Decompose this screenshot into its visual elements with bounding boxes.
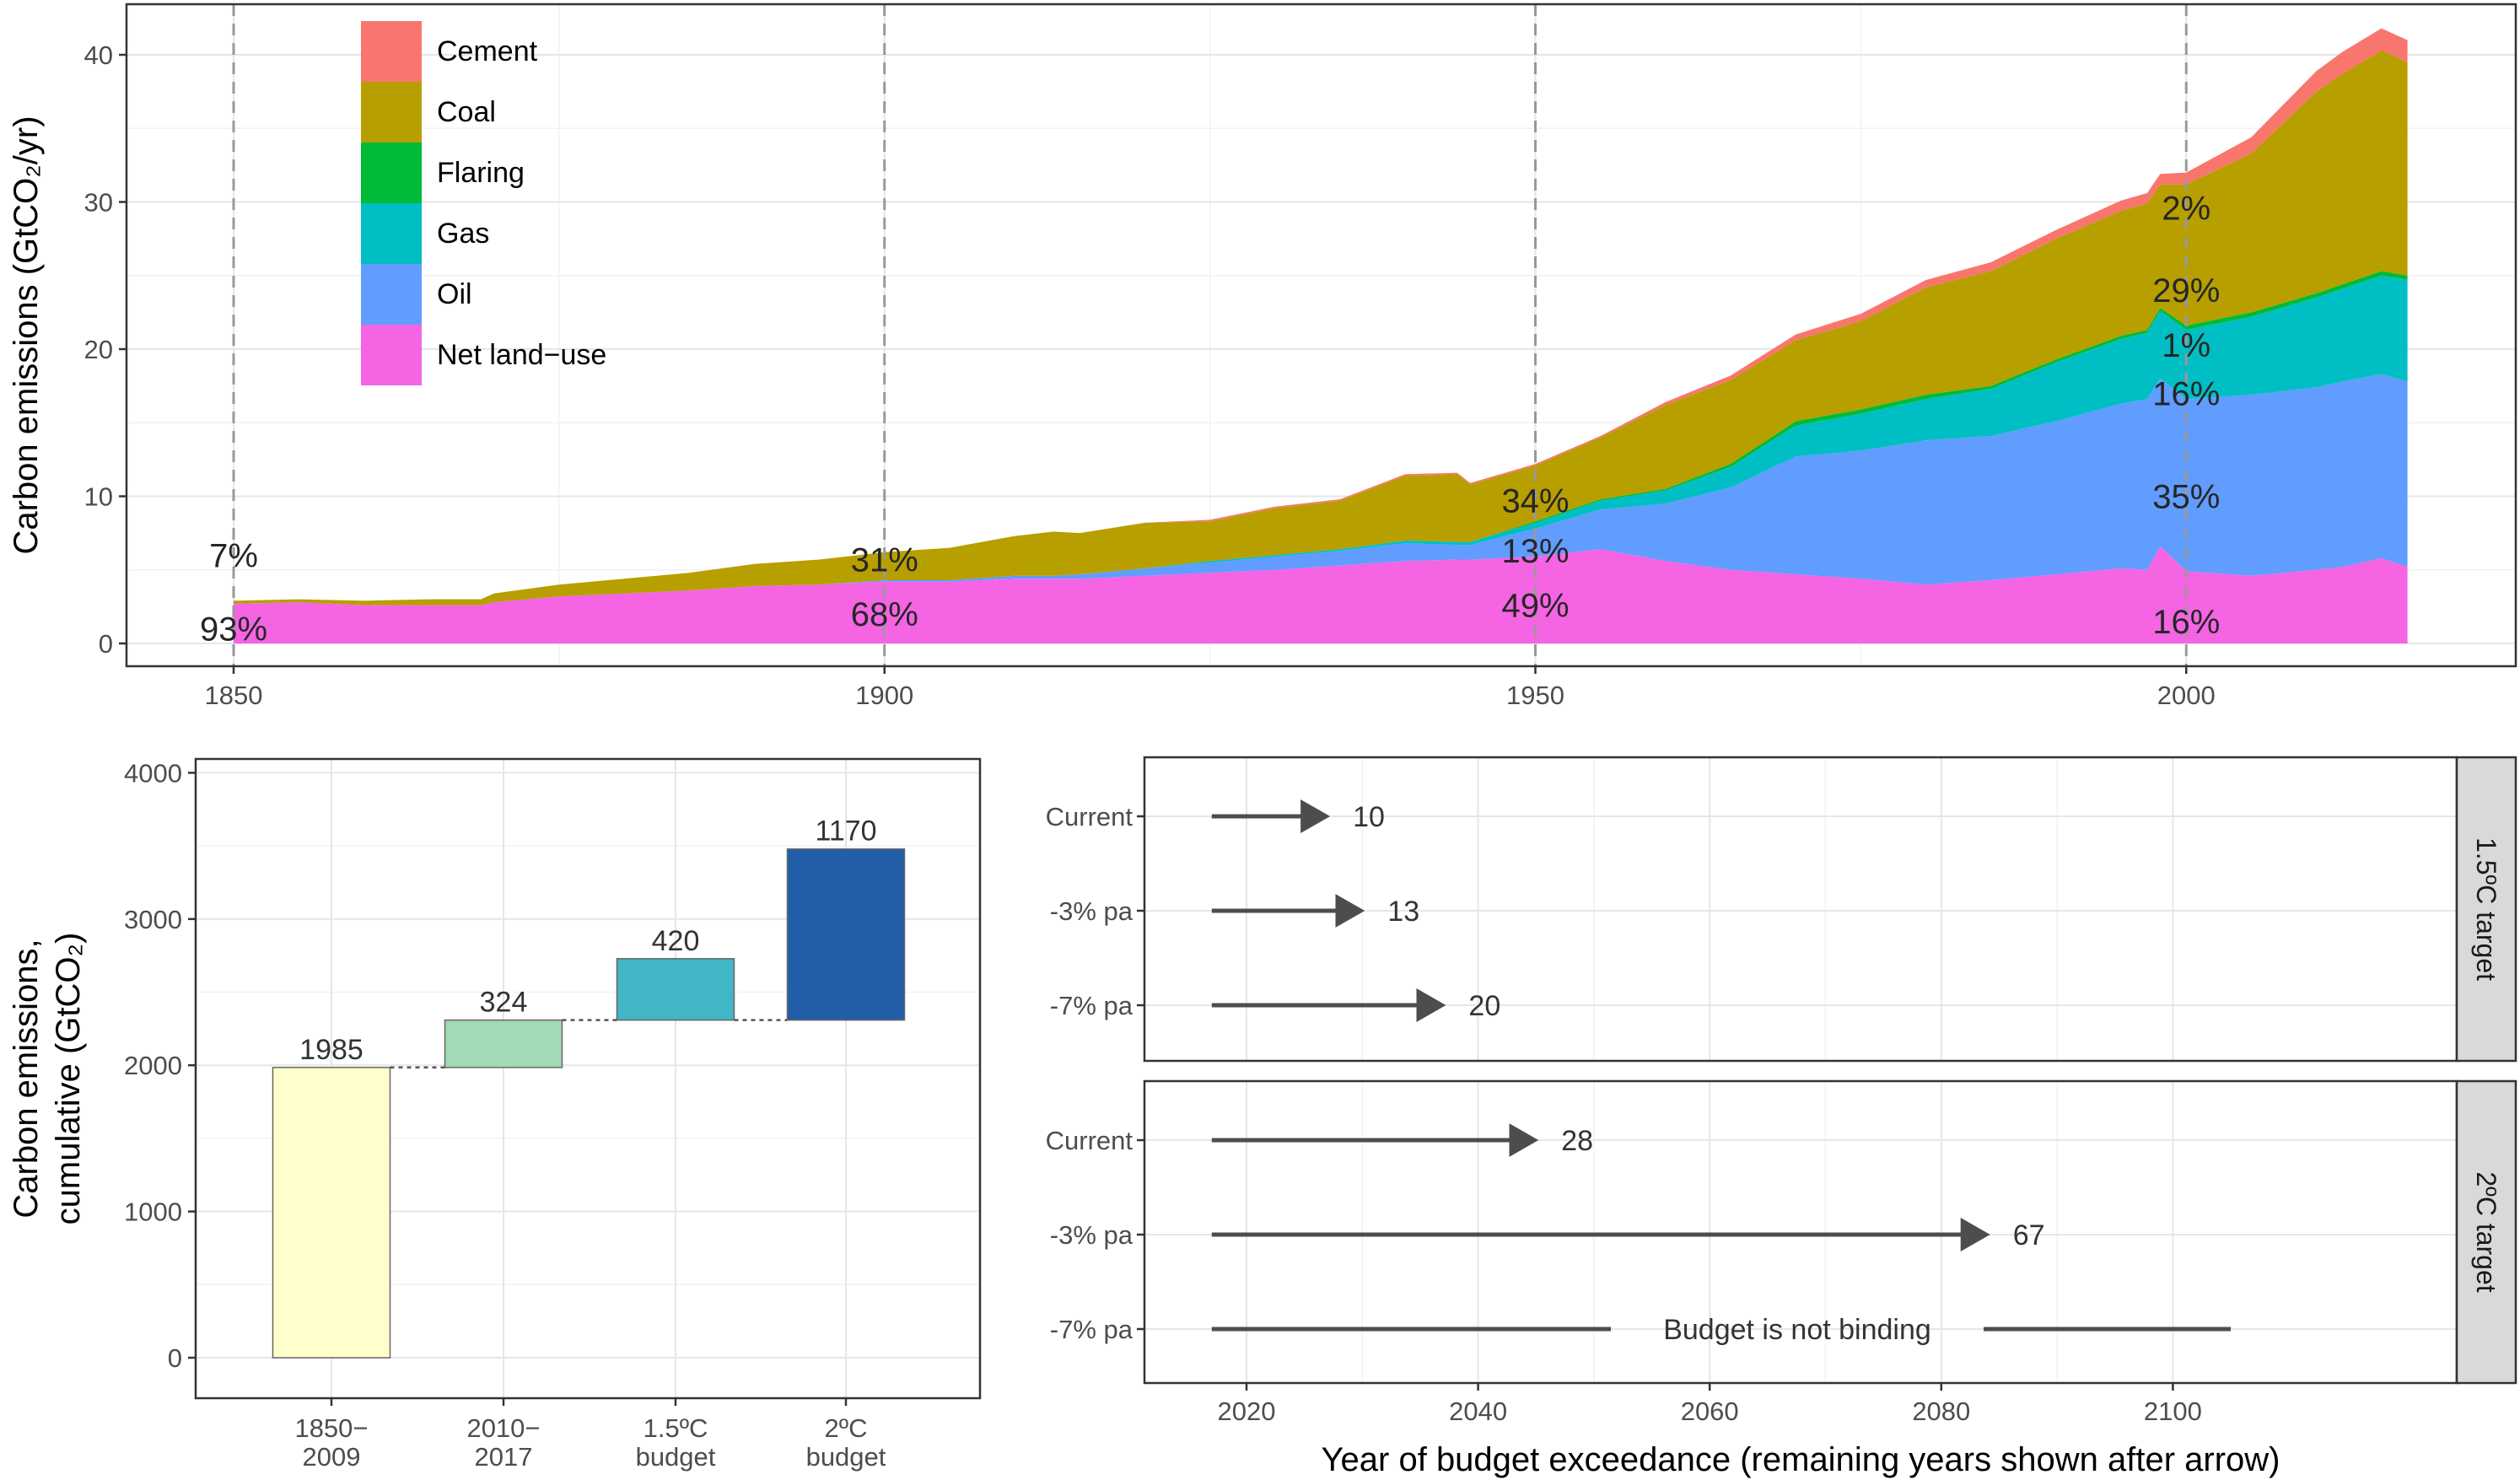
percentage-label: 16%: [2152, 375, 2220, 412]
legend-swatch: [361, 264, 422, 325]
y-tick-label: 20: [84, 335, 113, 364]
legend-swatch: [361, 325, 422, 385]
x-tick-label: 2060: [1681, 1397, 1739, 1426]
percentage-label: 93%: [200, 611, 267, 649]
x-tick-label: 2017: [475, 1442, 533, 1472]
legend-swatch: [361, 143, 422, 203]
panel-background: [1144, 1081, 2457, 1383]
x-tick-label: budget: [806, 1442, 886, 1472]
legend-label: Gas: [437, 218, 489, 250]
legend-label: Oil: [437, 278, 472, 310]
row-label: -3% pa: [1050, 896, 1133, 926]
legend-label: Net land−use: [437, 339, 606, 371]
waterfall-bar: [786, 848, 906, 1021]
y-axis-title: cumulative (GtCO₂): [50, 933, 87, 1225]
area-series-4: [234, 50, 2408, 605]
x-tick-label: 2010−: [466, 1413, 540, 1443]
cumulative-waterfall-chart: 1985 324 420 1170 0 1000 2000 3000 4000 1850−2009…: [8, 757, 982, 1472]
legend-swatch: [361, 21, 422, 82]
x-tick-label: budget: [636, 1442, 716, 1472]
bar-value-label: 1170: [815, 815, 876, 848]
y-tick-label: 2000: [124, 1051, 182, 1080]
area-series-1: [234, 374, 2408, 605]
facet-strip-label: 1.5ºC target: [2471, 837, 2501, 981]
facet-strip: [2455, 756, 2517, 1063]
percentage-label: 49%: [1501, 588, 1569, 625]
y-axis-title: Carbon emissions,: [8, 939, 45, 1218]
x-tick-label: 2009: [303, 1442, 361, 1472]
row-label: Current: [1046, 802, 1133, 831]
percentage-label: 34%: [1501, 483, 1569, 520]
legend-label: Cement: [437, 35, 538, 67]
y-tick-label: 30: [84, 188, 113, 218]
y-tick-label: 40: [84, 40, 113, 70]
x-tick-label: 1.5ºC: [643, 1413, 708, 1443]
emissions-area-chart: 7% 93% 31% 68% 34% 13% 49% 2% 29% 1% 16% 35% 16% 1850…: [8, 3, 2517, 710]
waterfall-bar: [444, 1019, 563, 1068]
x-tick-label: 2ºC: [825, 1413, 868, 1443]
percentage-label: 13%: [1501, 533, 1569, 570]
remaining-years-label: 13: [1387, 896, 1419, 928]
remaining-years-label: 67: [2013, 1219, 2045, 1251]
percentage-label: 2%: [2162, 190, 2210, 227]
percentage-label: 31%: [851, 542, 918, 579]
area-series-0: [234, 546, 2408, 643]
y-tick-label: 10: [84, 482, 113, 512]
percentage-label: 68%: [851, 596, 918, 633]
x-tick-label: 1950: [1506, 681, 1564, 710]
percentage-label: 7%: [209, 537, 258, 574]
not-binding-note: Budget is not binding: [1663, 1314, 1931, 1346]
legend-swatch: [361, 203, 422, 264]
y-tick-label: 4000: [124, 758, 182, 788]
row-label: Current: [1046, 1126, 1133, 1155]
x-tick-label: 2000: [2157, 681, 2216, 710]
bar-value-label: 420: [652, 925, 700, 957]
x-tick-label: 1850: [205, 681, 263, 710]
y-tick-label: 3000: [124, 905, 182, 934]
waterfall-bar: [616, 958, 735, 1021]
remaining-years-label: 28: [1561, 1125, 1593, 1157]
remaining-years-label: 10: [1353, 801, 1385, 833]
plot-border: [125, 3, 2517, 668]
budget-exceedance-chart: 10 Current 13 -3% pa 20 -7% pa 1.5ºC target 28 C…: [1046, 756, 2517, 1478]
y-tick-label: 1000: [124, 1197, 182, 1227]
legend-label: Coal: [437, 96, 496, 128]
legend-swatch: [361, 82, 422, 143]
waterfall-bar: [272, 1067, 391, 1359]
bar-value-label: 324: [480, 987, 528, 1019]
x-tick-label: 2080: [1912, 1397, 1970, 1426]
percentage-label: 29%: [2152, 272, 2220, 309]
percentage-label: 16%: [2152, 604, 2220, 641]
x-tick-label: 2020: [1218, 1397, 1276, 1426]
x-tick-label: 1850−: [294, 1413, 368, 1443]
row-label: -7% pa: [1050, 991, 1133, 1020]
y-axis-title: Carbon emissions (GtCO₂/yr): [8, 116, 45, 554]
legend-label: Flaring: [437, 157, 525, 189]
x-axis-title: Year of budget exceedance (remaining yea…: [1322, 1441, 2280, 1478]
remaining-years-label: 20: [1468, 990, 1500, 1022]
facet-strip-label: 2ºC target: [2471, 1171, 2501, 1292]
row-label: -3% pa: [1050, 1220, 1133, 1250]
x-tick-label: 2100: [2144, 1397, 2202, 1426]
plot-border: [194, 757, 982, 1400]
y-tick-label: 0: [99, 629, 113, 659]
row-label: -7% pa: [1050, 1315, 1133, 1344]
facet-strip: [2455, 1079, 2517, 1385]
x-tick-label: 2040: [1449, 1397, 1507, 1426]
bar-value-label: 1985: [299, 1034, 363, 1066]
x-tick-label: 1900: [855, 681, 913, 710]
percentage-label: 1%: [2162, 327, 2210, 364]
percentage-label: 35%: [2152, 479, 2220, 516]
y-tick-label: 0: [168, 1343, 182, 1373]
